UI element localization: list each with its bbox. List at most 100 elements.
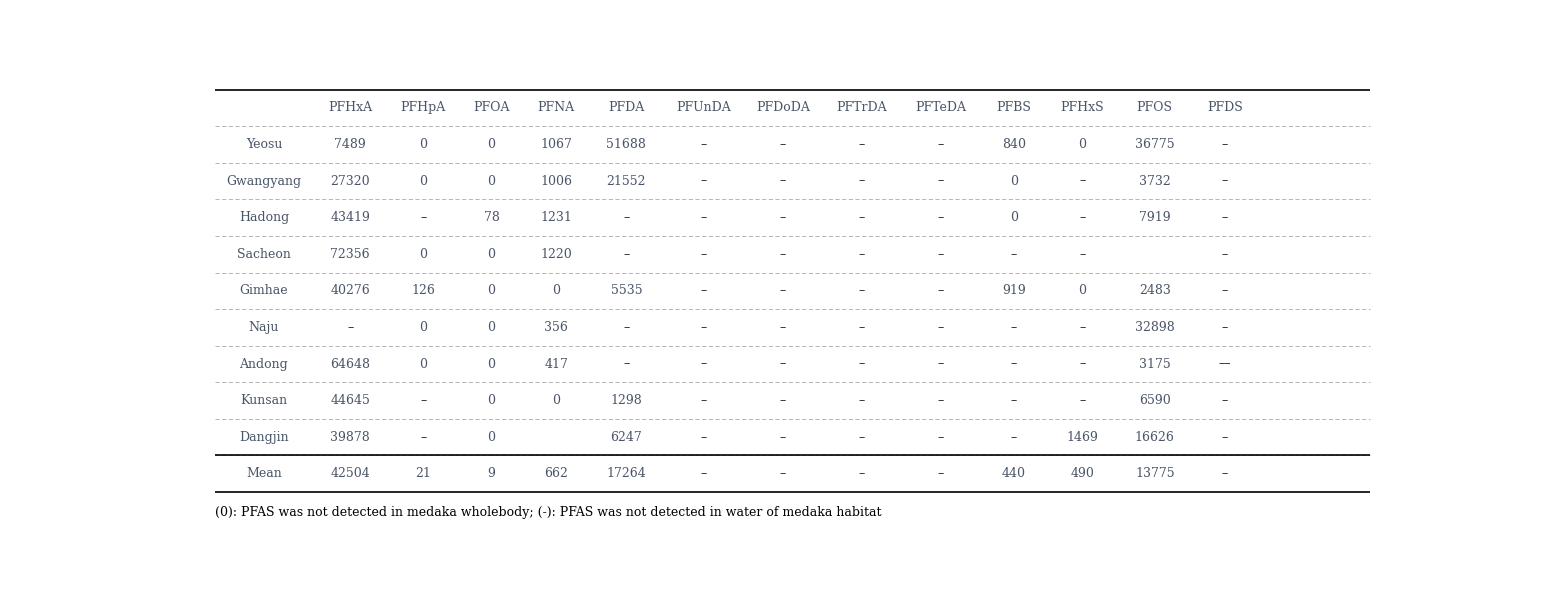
Text: 417: 417 xyxy=(544,358,569,371)
Text: 0: 0 xyxy=(419,248,427,261)
Text: 7919: 7919 xyxy=(1139,211,1170,224)
Text: 1220: 1220 xyxy=(541,248,572,261)
Text: –: – xyxy=(1011,321,1017,334)
Text: 39878: 39878 xyxy=(331,431,369,444)
Text: PFBS: PFBS xyxy=(997,102,1031,115)
Text: –: – xyxy=(1221,138,1228,151)
Text: 440: 440 xyxy=(1002,467,1027,481)
Text: 1298: 1298 xyxy=(611,394,642,407)
Text: –: – xyxy=(700,285,707,298)
Text: –: – xyxy=(938,285,945,298)
Text: 72356: 72356 xyxy=(331,248,369,261)
Text: –: – xyxy=(700,138,707,151)
Text: 0: 0 xyxy=(552,394,560,407)
Text: 0: 0 xyxy=(487,321,496,334)
Text: –: – xyxy=(700,248,707,261)
Text: 0: 0 xyxy=(1010,175,1017,188)
Text: –: – xyxy=(1079,358,1085,371)
Text: 0: 0 xyxy=(419,358,427,371)
Text: PFNA: PFNA xyxy=(538,102,575,115)
Text: 32898: 32898 xyxy=(1135,321,1175,334)
Text: –: – xyxy=(858,138,864,151)
Text: 21: 21 xyxy=(416,467,431,481)
Text: 6590: 6590 xyxy=(1139,394,1170,407)
Text: 662: 662 xyxy=(544,467,569,481)
Text: 0: 0 xyxy=(487,431,496,444)
Text: –: – xyxy=(858,431,864,444)
Text: –: – xyxy=(1079,211,1085,224)
Text: 1469: 1469 xyxy=(1067,431,1098,444)
Text: 0: 0 xyxy=(487,175,496,188)
Text: PFUnDA: PFUnDA xyxy=(676,102,731,115)
Text: –: – xyxy=(938,321,945,334)
Text: PFTrDA: PFTrDA xyxy=(836,102,887,115)
Text: –: – xyxy=(938,358,945,371)
Text: –: – xyxy=(700,431,707,444)
Text: Hadong: Hadong xyxy=(238,211,289,224)
Text: 5535: 5535 xyxy=(611,285,642,298)
Text: 27320: 27320 xyxy=(331,175,369,188)
Text: PFDA: PFDA xyxy=(608,102,645,115)
Text: –: – xyxy=(1011,394,1017,407)
Text: –: – xyxy=(1221,394,1228,407)
Text: –: – xyxy=(858,394,864,407)
Text: –: – xyxy=(858,175,864,188)
Text: –: – xyxy=(623,358,629,371)
Text: –: – xyxy=(779,394,785,407)
Text: 21552: 21552 xyxy=(606,175,646,188)
Text: –: – xyxy=(938,394,945,407)
Text: 356: 356 xyxy=(544,321,569,334)
Text: 51688: 51688 xyxy=(606,138,646,151)
Text: 64648: 64648 xyxy=(331,358,369,371)
Text: 0: 0 xyxy=(419,175,427,188)
Text: –: – xyxy=(700,321,707,334)
Text: Mean: Mean xyxy=(246,467,281,481)
Text: –: – xyxy=(938,248,945,261)
Text: –: – xyxy=(700,211,707,224)
Text: 36775: 36775 xyxy=(1135,138,1175,151)
Text: –: – xyxy=(700,175,707,188)
Text: 0: 0 xyxy=(487,248,496,261)
Text: 0: 0 xyxy=(1078,138,1087,151)
Text: –: – xyxy=(858,211,864,224)
Text: Kunsan: Kunsan xyxy=(240,394,288,407)
Text: 2483: 2483 xyxy=(1139,285,1170,298)
Text: –: – xyxy=(779,285,785,298)
Text: Dangjin: Dangjin xyxy=(240,431,289,444)
Text: –: – xyxy=(1221,248,1228,261)
Text: –: – xyxy=(858,285,864,298)
Text: Naju: Naju xyxy=(249,321,280,334)
Text: 1006: 1006 xyxy=(540,175,572,188)
Text: –: – xyxy=(1079,248,1085,261)
Text: –: – xyxy=(858,248,864,261)
Text: 1231: 1231 xyxy=(541,211,572,224)
Text: –: – xyxy=(779,321,785,334)
Text: 17264: 17264 xyxy=(606,467,646,481)
Text: 126: 126 xyxy=(411,285,436,298)
Text: 3175: 3175 xyxy=(1139,358,1170,371)
Text: –: – xyxy=(1079,321,1085,334)
Text: 40276: 40276 xyxy=(331,285,369,298)
Text: –: – xyxy=(938,431,945,444)
Text: –: – xyxy=(623,321,629,334)
Text: PFOS: PFOS xyxy=(1136,102,1173,115)
Text: 0: 0 xyxy=(1010,211,1017,224)
Text: (0): PFAS was not detected in medaka wholebody; (-): PFAS was not detected in wa: (0): PFAS was not detected in medaka who… xyxy=(215,506,881,519)
Text: 0: 0 xyxy=(487,358,496,371)
Text: –: – xyxy=(1011,431,1017,444)
Text: 13775: 13775 xyxy=(1135,467,1175,481)
Text: PFDoDA: PFDoDA xyxy=(756,102,810,115)
Text: –: – xyxy=(1221,467,1228,481)
Text: –: – xyxy=(779,211,785,224)
Text: 42504: 42504 xyxy=(331,467,369,481)
Text: –: – xyxy=(1221,211,1228,224)
Text: –: – xyxy=(779,431,785,444)
Text: –: – xyxy=(700,467,707,481)
Text: –: – xyxy=(1079,394,1085,407)
Text: –: – xyxy=(1011,358,1017,371)
Text: –: – xyxy=(779,358,785,371)
Text: –: – xyxy=(1079,175,1085,188)
Text: 16626: 16626 xyxy=(1135,431,1175,444)
Text: PFTeDA: PFTeDA xyxy=(915,102,966,115)
Text: –: – xyxy=(421,211,427,224)
